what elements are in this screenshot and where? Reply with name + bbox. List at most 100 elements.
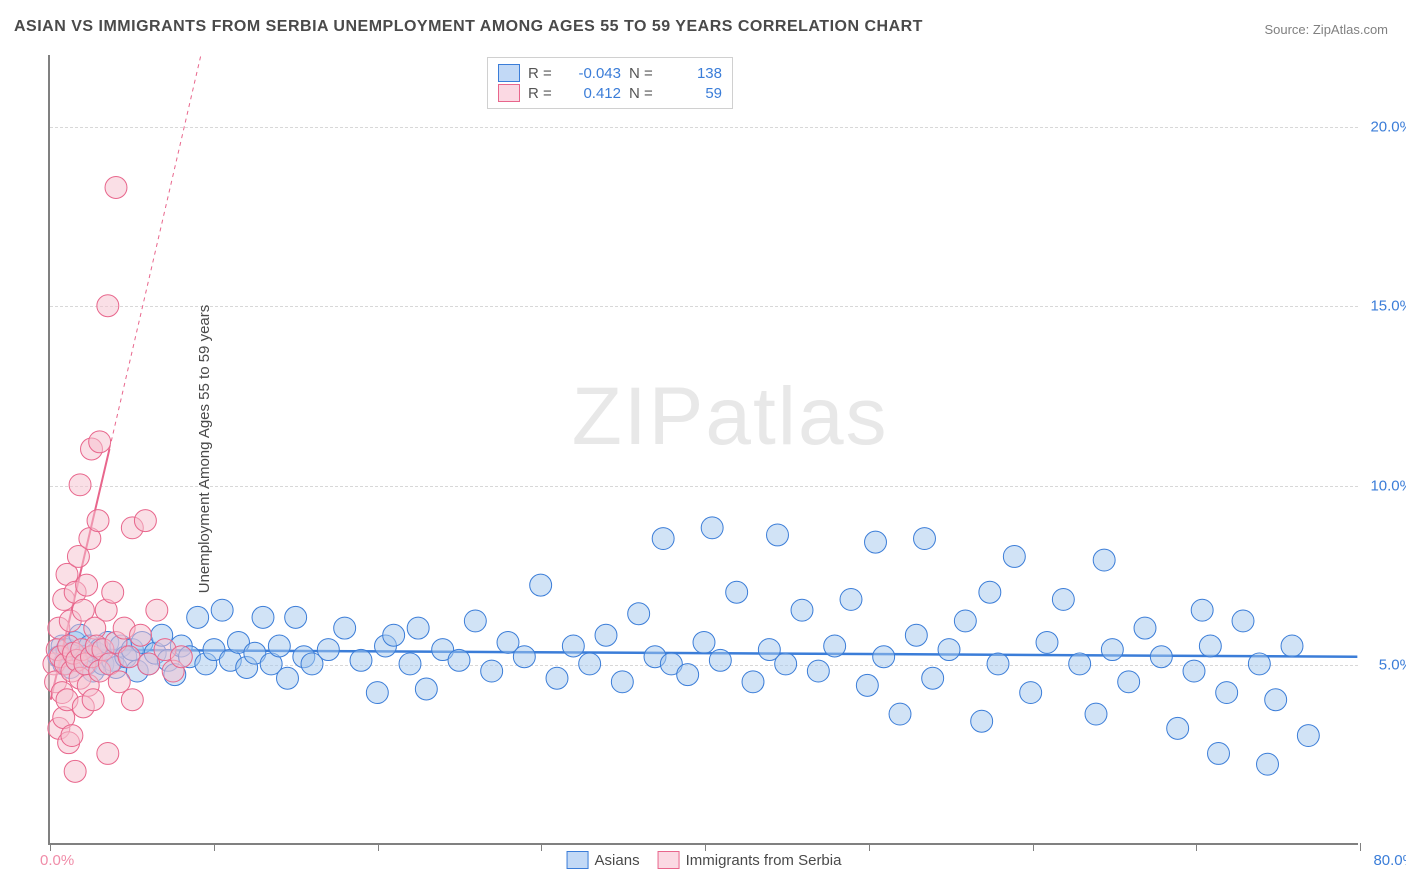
data-point xyxy=(118,646,140,668)
data-point xyxy=(1297,725,1319,747)
data-point xyxy=(1265,689,1287,711)
data-point xyxy=(791,599,813,621)
data-point xyxy=(1036,631,1058,653)
ytick-label: 5.0% xyxy=(1379,657,1406,674)
data-point xyxy=(1134,617,1156,639)
xtick xyxy=(1033,843,1034,851)
data-point xyxy=(187,606,209,628)
data-point xyxy=(97,295,119,317)
data-point xyxy=(448,649,470,671)
legend-label-serbia: Immigrants from Serbia xyxy=(686,852,842,869)
data-point xyxy=(562,635,584,657)
xtick xyxy=(214,843,215,851)
data-point xyxy=(350,649,372,671)
swatch-blue-icon xyxy=(567,851,589,869)
data-point xyxy=(922,667,944,689)
data-point xyxy=(824,635,846,657)
data-point xyxy=(709,649,731,671)
data-point xyxy=(579,653,601,675)
data-point xyxy=(1069,653,1091,675)
data-point xyxy=(97,742,119,764)
xtick xyxy=(869,843,870,851)
data-point xyxy=(105,177,127,199)
data-point xyxy=(513,646,535,668)
xtick xyxy=(1196,843,1197,851)
data-point xyxy=(1093,549,1115,571)
data-point xyxy=(865,531,887,553)
data-point xyxy=(1232,610,1254,632)
x-max-label: 80.0% xyxy=(1373,852,1406,869)
data-point xyxy=(121,689,143,711)
data-point xyxy=(130,624,152,646)
data-point xyxy=(134,510,156,532)
data-point xyxy=(170,646,192,668)
data-point xyxy=(971,710,993,732)
plot-area: Unemployment Among Ages 55 to 59 years Z… xyxy=(48,55,1358,845)
ytick-label: 10.0% xyxy=(1370,477,1406,494)
xtick xyxy=(1360,843,1361,851)
swatch-pink-icon xyxy=(658,851,680,869)
data-point xyxy=(1118,671,1140,693)
data-point xyxy=(546,667,568,689)
data-point xyxy=(87,510,109,532)
data-point xyxy=(954,610,976,632)
data-point xyxy=(840,588,862,610)
data-point xyxy=(726,581,748,603)
data-point xyxy=(399,653,421,675)
scatter-svg xyxy=(50,55,1358,843)
data-point xyxy=(595,624,617,646)
data-point xyxy=(464,610,486,632)
data-point xyxy=(1020,682,1042,704)
ytick-label: 15.0% xyxy=(1370,298,1406,315)
data-point xyxy=(366,682,388,704)
data-point xyxy=(64,760,86,782)
source-label: Source: ZipAtlas.com xyxy=(1264,22,1388,37)
xtick xyxy=(541,843,542,851)
data-point xyxy=(1191,599,1213,621)
data-point xyxy=(108,671,130,693)
data-point xyxy=(693,631,715,653)
data-point xyxy=(767,524,789,546)
data-point xyxy=(856,674,878,696)
data-point xyxy=(82,689,104,711)
data-point xyxy=(146,599,168,621)
data-point xyxy=(407,617,429,639)
data-point xyxy=(1248,653,1270,675)
data-point xyxy=(268,635,290,657)
data-point xyxy=(69,474,91,496)
data-point xyxy=(1101,639,1123,661)
data-point xyxy=(211,599,233,621)
data-point xyxy=(677,664,699,686)
data-point xyxy=(775,653,797,675)
data-point xyxy=(938,639,960,661)
data-point xyxy=(611,671,633,693)
data-point xyxy=(1085,703,1107,725)
data-point xyxy=(89,431,111,453)
data-point xyxy=(905,624,927,646)
x-origin-label: 0.0% xyxy=(40,852,74,869)
data-point xyxy=(277,667,299,689)
data-point xyxy=(979,581,1001,603)
data-point xyxy=(628,603,650,625)
trend-line-ext xyxy=(109,55,200,449)
ytick-label: 20.0% xyxy=(1370,118,1406,135)
data-point xyxy=(1052,588,1074,610)
data-point xyxy=(1281,635,1303,657)
data-point xyxy=(383,624,405,646)
data-point xyxy=(1199,635,1221,657)
data-point xyxy=(530,574,552,596)
data-point xyxy=(1183,660,1205,682)
legend-item-serbia: Immigrants from Serbia xyxy=(658,851,842,869)
xtick xyxy=(705,843,706,851)
data-point xyxy=(1208,742,1230,764)
data-point xyxy=(76,574,98,596)
data-point xyxy=(102,581,124,603)
data-point xyxy=(415,678,437,700)
data-point xyxy=(701,517,723,539)
data-point xyxy=(873,646,895,668)
data-point xyxy=(807,660,829,682)
data-point xyxy=(987,653,1009,675)
data-point xyxy=(1167,717,1189,739)
data-point xyxy=(1150,646,1172,668)
data-point xyxy=(285,606,307,628)
